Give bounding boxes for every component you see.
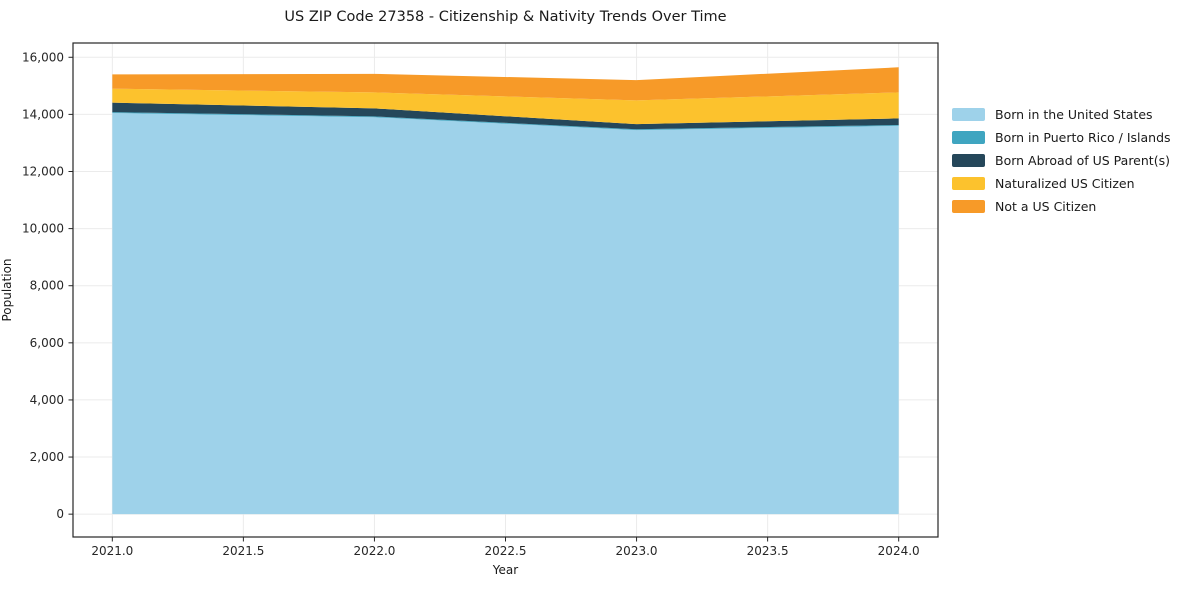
legend-swatch-naturalized-us-citizen [952,177,985,190]
y-tick-label: 6,000 [30,336,64,350]
area-born-in-the-united-states [112,112,899,515]
y-tick-label: 8,000 [30,279,64,293]
y-tick-label: 2,000 [30,450,64,464]
legend-label: Naturalized US Citizen [995,176,1135,191]
x-tick-label: 2024.0 [878,544,920,558]
legend-swatch-born-abroad-of-us-parents [952,154,985,167]
legend-item-not-a-us-citizen: Not a US Citizen [952,195,1171,218]
y-tick-label: 16,000 [22,50,64,64]
area-not-a-us-citizen [112,67,899,101]
y-tick-label: 14,000 [22,107,64,121]
legend-label: Not a US Citizen [995,199,1097,214]
legend-swatch-not-a-us-citizen [952,200,985,213]
area-naturalized-us-citizen [112,88,899,125]
y-tick-label: 0 [56,507,64,521]
x-tick-label: 2021.5 [222,544,264,558]
legend: Born in the United States Born in Puerto … [952,103,1171,218]
chart-title: US ZIP Code 27358 - Citizenship & Nativi… [284,9,727,25]
x-tick-label: 2023.5 [747,544,789,558]
x-tick-label: 2023.0 [616,544,658,558]
legend-swatch-born-in-the-united-states [952,108,985,121]
x-axis-label: Year [492,563,519,577]
legend-item-born-in-the-united-states: Born in the United States [952,103,1171,126]
x-tick-label: 2022.0 [353,544,395,558]
legend-item-born-abroad-of-us-parents: Born Abroad of US Parent(s) [952,149,1171,172]
y-tick-label: 10,000 [22,222,64,236]
area-born-in-puerto-rico-islands [112,112,899,131]
legend-label: Born in the United States [995,107,1153,122]
legend-label: Born Abroad of US Parent(s) [995,153,1170,168]
x-tick-label: 2022.5 [485,544,527,558]
legend-label: Born in Puerto Rico / Islands [995,130,1171,145]
legend-swatch-born-in-puerto-rico-islands [952,131,985,144]
y-tick-label: 12,000 [22,164,64,178]
y-axis-label: Population [0,258,14,322]
area-born-abroad-of-us-parents [112,102,899,130]
x-tick-label: 2021.0 [91,544,133,558]
y-tick-label: 4,000 [30,393,64,407]
legend-item-naturalized-us-citizen: Naturalized US Citizen [952,172,1171,195]
legend-item-born-in-puerto-rico-islands: Born in Puerto Rico / Islands [952,126,1171,149]
